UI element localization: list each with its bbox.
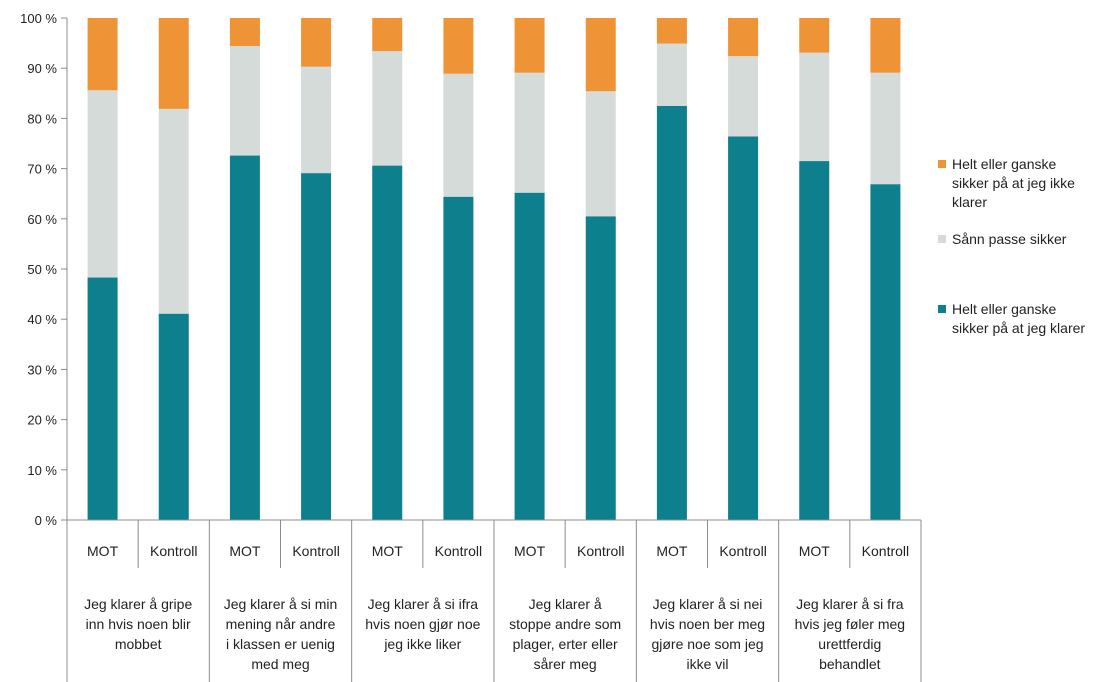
- bar-segment-2-12: [870, 72, 901, 185]
- group-label-4-line-1: Jeg klarer å: [529, 596, 602, 612]
- y-tick-label-90: 90 %: [27, 61, 57, 76]
- bar-segment-2-9: [656, 43, 687, 106]
- group-label-1-line-3: mobbet: [115, 636, 162, 652]
- bar-segment-2-5: [372, 51, 403, 166]
- y-tick-label-80: 80 %: [27, 111, 57, 126]
- bar-segment-1-2: [158, 313, 189, 520]
- group-label-3-line-3: jeg ikke liker: [383, 636, 461, 652]
- bar-segment-1-8: [585, 216, 616, 521]
- bar-segment-2-4: [301, 66, 332, 174]
- category-label-1: MOT: [87, 543, 119, 559]
- bar-segment-3-6: [443, 18, 474, 74]
- bar-segment-3-9: [656, 18, 687, 44]
- legend-label-line-2-1: Sånn passe sikker: [952, 231, 1067, 247]
- legend-label-ikke-klarer: Helt eller ganske sikker på at jeg ikke kl…: [952, 155, 1075, 212]
- bar-segment-2-6: [443, 73, 474, 197]
- bar-segment-1-5: [372, 165, 403, 520]
- bar-segment-1-12: [870, 184, 901, 521]
- legend-label-sann-passe: Sånn passe sikker: [952, 230, 1066, 249]
- legend-swatch-grey: [938, 235, 946, 243]
- bar-segment-3-12: [870, 18, 901, 73]
- bar-segment-1-6: [443, 196, 474, 520]
- y-tick-label-100: 100 %: [20, 11, 57, 26]
- bar-segment-3-7: [514, 18, 545, 73]
- y-tick-label-10: 10 %: [27, 463, 57, 478]
- group-label-4-line-2: stoppe andre som: [509, 616, 621, 632]
- legend-label-line-1-1: Helt eller ganske: [952, 156, 1057, 172]
- bar-segment-3-3: [229, 18, 260, 47]
- y-tick-label-30: 30 %: [27, 362, 57, 377]
- group-label-2-line-3: i klassen er uenig: [226, 636, 335, 652]
- group-label-6-line-3: urettferdig: [818, 636, 881, 652]
- group-label-4-line-3: plager, erter eller: [513, 636, 618, 652]
- group-label-1-line-1: Jeg klarer å gripe: [84, 596, 192, 612]
- y-tick-label-70: 70 %: [27, 162, 57, 177]
- legend-item-ikke-klarer: Helt eller ganske sikker på at jeg ikke kl…: [938, 155, 1113, 212]
- group-label-5-line-4: ikke vil: [686, 656, 728, 672]
- bar-segment-2-1: [87, 90, 118, 278]
- bar-segment-3-5: [372, 18, 403, 52]
- group-label-3-line-1: Jeg klarer å si ifra: [368, 596, 479, 612]
- legend-swatch-teal: [938, 305, 946, 313]
- bar-segment-3-1: [87, 18, 118, 91]
- bar-segment-3-8: [585, 18, 616, 92]
- group-label-5-line-1: Jeg klarer å si nei: [653, 596, 763, 612]
- group-label-6-line-1: Jeg klarer å si fra: [796, 596, 904, 612]
- group-label-6-line-4: behandlet: [819, 656, 881, 672]
- category-label-6: Kontroll: [435, 543, 482, 559]
- bar-segment-3-10: [728, 18, 759, 57]
- bar-segment-2-7: [514, 72, 545, 193]
- chart-legend: Helt eller ganske sikker på at jeg ikke kl…: [938, 155, 1113, 338]
- legend-label-line-1-3: klarer: [952, 194, 988, 210]
- group-label-4-line-4: sårer meg: [534, 656, 597, 672]
- legend-label-line-3-2: sikker på at jeg klarer: [952, 320, 1086, 336]
- category-label-11: MOT: [799, 543, 831, 559]
- y-tick-label-40: 40 %: [27, 312, 57, 327]
- legend-label-line-3-1: Helt eller ganske: [952, 301, 1057, 317]
- y-tick-label-50: 50 %: [27, 262, 57, 277]
- bar-segment-2-8: [585, 91, 616, 217]
- bar-segment-1-3: [229, 155, 260, 520]
- y-tick-label-60: 60 %: [27, 212, 57, 227]
- legend-item-sann-passe: Sånn passe sikker: [938, 230, 1113, 249]
- group-label-3-line-2: hvis noen gjør noe: [365, 616, 480, 632]
- category-label-10: Kontroll: [719, 543, 766, 559]
- legend-label-line-1-2: sikker på at jeg ikke: [952, 175, 1075, 191]
- group-label-5-line-2: hvis noen ber meg: [650, 616, 765, 632]
- bar-segment-3-4: [301, 18, 332, 67]
- bar-segment-2-11: [799, 52, 830, 162]
- bar-segment-1-1: [87, 277, 118, 520]
- bar-segment-1-4: [301, 173, 332, 521]
- legend-item-klarer: Helt eller ganske sikker på at jeg klarer: [938, 300, 1113, 338]
- category-label-2: Kontroll: [150, 543, 197, 559]
- group-label-5-line-3: gjøre noe som jeg: [651, 636, 763, 652]
- bar-segment-3-2: [158, 18, 189, 109]
- category-label-4: Kontroll: [292, 543, 339, 559]
- y-tick-label-20: 20 %: [27, 413, 57, 428]
- category-label-3: MOT: [229, 543, 261, 559]
- category-label-5: MOT: [372, 543, 404, 559]
- bar-segment-1-10: [728, 136, 759, 521]
- bar-segment-1-11: [799, 161, 830, 520]
- bar-segment-1-9: [656, 105, 687, 520]
- bar-segment-2-2: [158, 108, 189, 314]
- bar-segment-1-7: [514, 192, 545, 521]
- group-label-1-line-2: inn hvis noen blir: [86, 616, 191, 632]
- legend-swatch-orange: [938, 160, 946, 168]
- legend-label-klarer: Helt eller ganske sikker på at jeg klarer: [952, 300, 1085, 338]
- group-label-6-line-2: hvis jeg føler meg: [795, 616, 905, 632]
- y-tick-label-0: 0 %: [35, 513, 58, 528]
- bar-segment-2-10: [728, 56, 759, 137]
- group-label-2-line-2: mening når andre: [226, 616, 336, 632]
- category-label-7: MOT: [514, 543, 546, 559]
- group-label-2-line-4: med meg: [251, 656, 309, 672]
- category-label-9: MOT: [656, 543, 688, 559]
- bar-segment-3-11: [799, 18, 830, 53]
- category-label-8: Kontroll: [577, 543, 624, 559]
- bar-segment-2-3: [229, 46, 260, 156]
- category-label-12: Kontroll: [862, 543, 909, 559]
- group-label-2-line-1: Jeg klarer å si min: [224, 596, 338, 612]
